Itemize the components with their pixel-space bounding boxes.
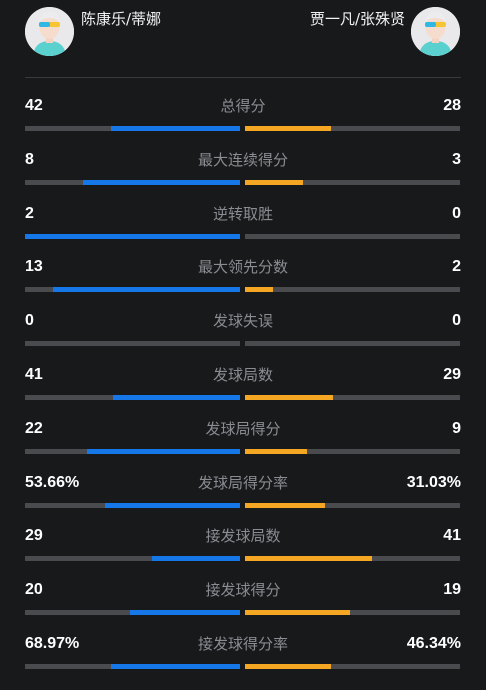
right-bar-fill: [245, 663, 331, 669]
stat-row: 53.66% 发球局得分率 31.03%: [0, 473, 486, 527]
stat-label: 总得分: [220, 97, 266, 115]
right-player-name[interactable]: 贾一凡/张殊贤: [309, 10, 405, 28]
left-stat-value: 0: [25, 312, 34, 330]
left-bar-fill: [104, 502, 240, 508]
stats-list: 42 总得分 28 8 最大连续得分 3 2 逆转取胜 0 13 最大领先分数 2 0 发球失误 0 41 发球…: [0, 96, 486, 688]
left-stat-value: 29: [25, 527, 43, 545]
left-bar-fill: [25, 233, 240, 239]
right-bar-fill: [245, 126, 331, 131]
right-bar-fill: [245, 179, 304, 185]
left-bar-fill: [111, 126, 240, 131]
left-bar-fill: [113, 394, 240, 400]
stat-label: 最大连续得分: [197, 150, 288, 169]
right-bar-track: [245, 233, 460, 239]
right-bar-fill: [245, 502, 325, 508]
right-bar-fill: [245, 394, 334, 400]
left-stat-value: 68.97%: [25, 634, 80, 652]
right-bar-track: [245, 394, 460, 400]
left-stat-value: 20: [25, 581, 43, 599]
right-bar-fill: [245, 448, 308, 454]
stat-label: 接发球得分: [205, 581, 281, 600]
right-stat-value: 19: [443, 581, 461, 599]
left-stat-value: 8: [25, 150, 34, 168]
stat-row: 68.97% 接发球得分率 46.34%: [0, 634, 486, 688]
stat-row: 42 总得分 28: [0, 96, 486, 150]
left-bar-track: [25, 233, 240, 239]
stat-row: 22 发球局得分 9: [0, 419, 486, 473]
right-stat-value: 9: [452, 419, 461, 437]
left-bar-fill: [83, 179, 240, 185]
right-bar-track: [245, 448, 460, 454]
right-stat-value: 29: [443, 365, 461, 383]
left-stat-value: 22: [25, 419, 43, 437]
right-bar-track: [245, 179, 460, 185]
left-bar-fill: [52, 287, 240, 293]
right-stat-value: 3: [452, 150, 461, 168]
stat-label: 最大领先分数: [197, 258, 288, 277]
right-stat-value: 46.34%: [406, 634, 461, 652]
stat-row: 13 最大领先分数 2: [0, 257, 486, 311]
stat-row: 0 发球失误 0: [0, 311, 486, 365]
right-bar-track: [245, 663, 460, 669]
stat-row: 29 接发球局数 41: [0, 526, 486, 580]
stat-label: 发球局数: [212, 365, 273, 384]
player-avatar-icon[interactable]: [25, 7, 74, 56]
left-stat-value: 41: [25, 365, 43, 383]
left-player-name[interactable]: 陈康乐/蒂娜: [81, 10, 162, 28]
stat-label: 接发球得分率: [197, 634, 288, 653]
stat-label: 发球失误: [212, 312, 273, 331]
left-stat-value: 13: [25, 258, 43, 276]
right-bar-track: [245, 556, 460, 562]
left-bar-fill: [151, 556, 240, 562]
left-bar-fill: [87, 448, 240, 454]
right-stat-value: 0: [452, 312, 461, 330]
left-bar-track: [25, 179, 240, 185]
right-stat-value: 2: [452, 258, 461, 276]
stat-row: 2 逆转取胜 0: [0, 204, 486, 258]
stat-row: 41 发球局数 29: [0, 365, 486, 419]
stat-row: 8 最大连续得分 3: [0, 150, 486, 204]
right-stat-value: 0: [452, 204, 461, 222]
stat-row: 20 接发球得分 19: [0, 580, 486, 634]
right-bar-track: [245, 287, 460, 293]
left-bar-track: [25, 663, 240, 669]
left-bar-track: [25, 287, 240, 293]
left-bar-track: [25, 502, 240, 508]
left-bar-track: [25, 394, 240, 400]
right-stat-value: 41: [443, 527, 461, 545]
match-header: 陈康乐/蒂娜 贾一凡/张殊贤: [0, 0, 486, 78]
stat-label: 逆转取胜: [212, 204, 273, 223]
left-bar-track: [25, 448, 240, 454]
left-bar-track: [25, 126, 240, 131]
right-bar-track: [245, 126, 460, 131]
right-bar-track: [245, 610, 460, 616]
right-stat-value: 31.03%: [406, 473, 461, 491]
left-stat-value: 53.66%: [25, 473, 80, 491]
stat-label: 发球局得分率: [197, 473, 288, 492]
right-bar-fill: [245, 610, 351, 616]
header-divider: [25, 77, 461, 78]
left-bar-track: [25, 610, 240, 616]
left-stat-value: 42: [25, 97, 43, 114]
right-bar-track: [245, 502, 460, 508]
right-bar-track: [245, 341, 460, 347]
left-bar-fill: [111, 663, 240, 669]
stat-label: 接发球局数: [205, 527, 281, 546]
right-bar-fill: [245, 287, 273, 293]
stat-label: 发球局得分: [205, 419, 281, 438]
left-bar-track: [25, 556, 240, 562]
left-bar-fill: [130, 610, 240, 616]
left-stat-value: 2: [25, 204, 34, 222]
player-avatar-icon[interactable]: [411, 7, 460, 56]
right-bar-fill: [245, 556, 372, 562]
right-stat-value: 28: [443, 97, 461, 114]
left-bar-track: [25, 341, 240, 347]
